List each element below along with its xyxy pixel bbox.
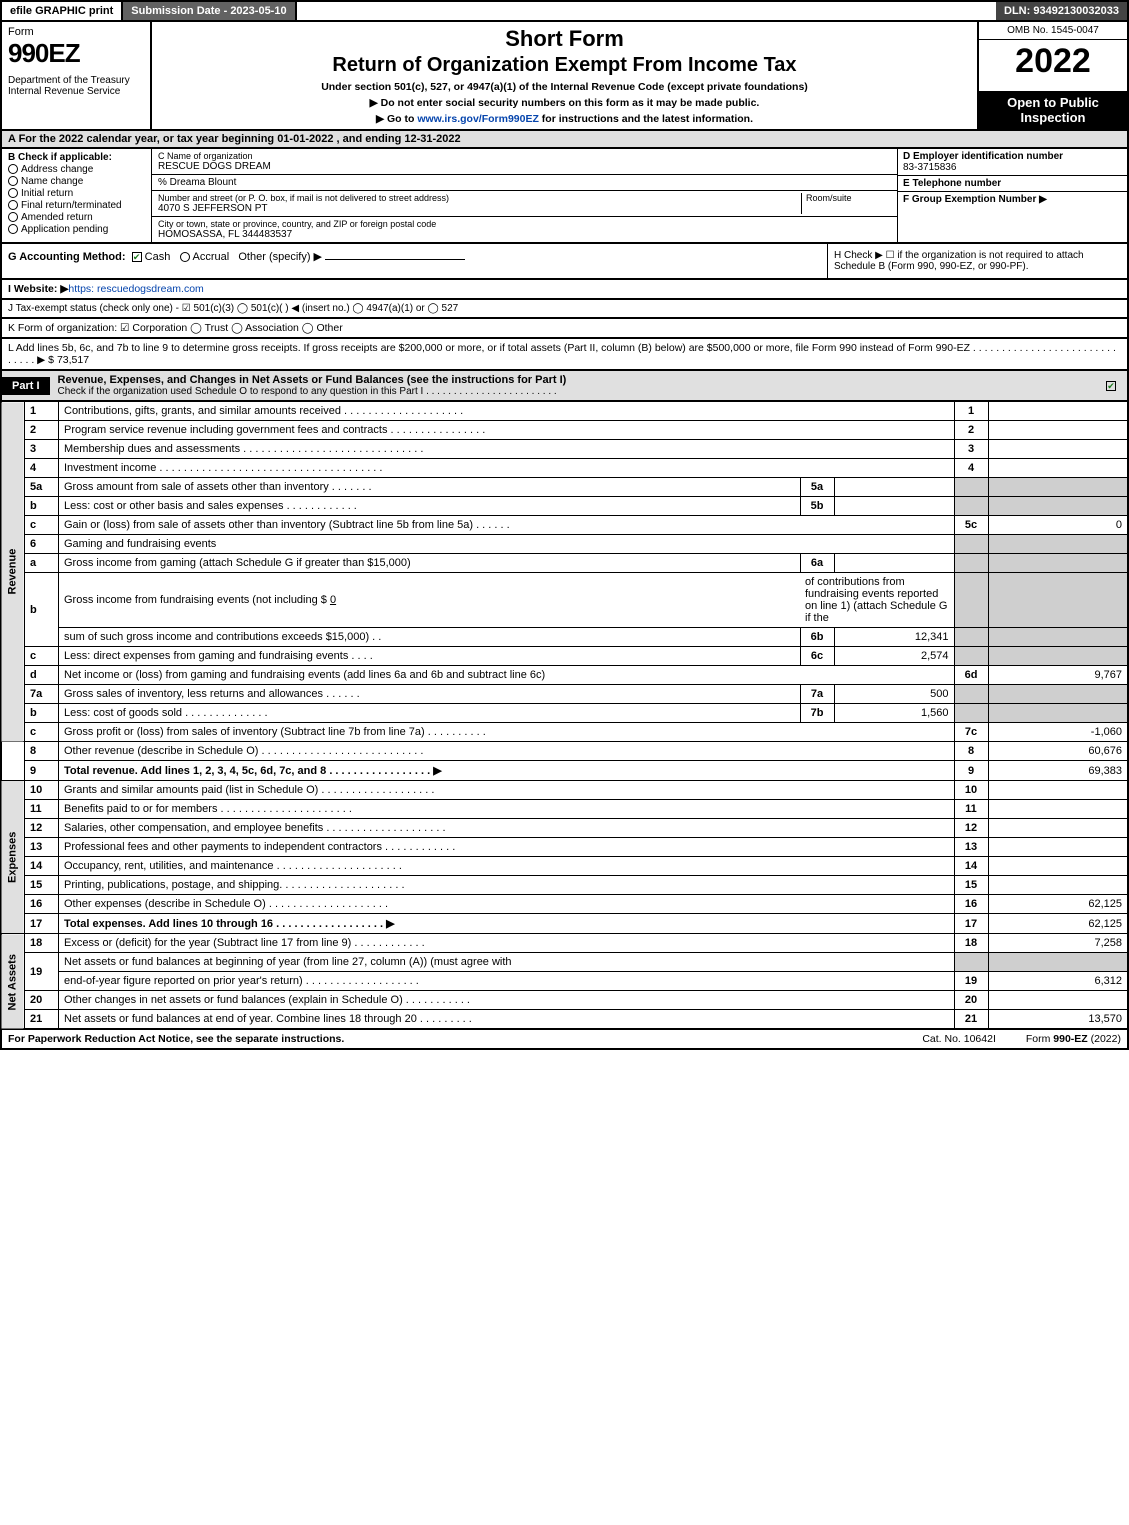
street-label: Number and street (or P. O. box, if mail… [158, 193, 801, 203]
street-address: 4070 S JEFFERSON PT [158, 203, 801, 214]
row-j-tax-exempt: J Tax-exempt status (check only one) - ☑… [0, 300, 1129, 319]
h-schedule-b: H Check ▶ ☐ if the organization is not r… [827, 244, 1127, 278]
footer-notice: For Paperwork Reduction Act Notice, see … [8, 1033, 892, 1045]
line-1-ln: 1 [954, 402, 988, 421]
b-address-change[interactable]: Address change [8, 164, 145, 175]
gross-receipts-amount: 73,517 [57, 354, 89, 366]
line-19-amt: 6,312 [988, 972, 1128, 991]
line-7a-val: 500 [834, 685, 954, 704]
sub3-post: for instructions and the latest informat… [539, 113, 753, 125]
page-footer: For Paperwork Reduction Act Notice, see … [0, 1030, 1129, 1050]
line-7c-amt: -1,060 [988, 723, 1128, 742]
city-state-zip: HOMOSASSA, FL 344483537 [158, 229, 891, 240]
line-6c-val: 2,574 [834, 647, 954, 666]
form-word: Form [8, 26, 144, 38]
b-name-change[interactable]: Name change [8, 176, 145, 187]
lines-table: Revenue 1 Contributions, gifts, grants, … [0, 402, 1129, 1030]
submission-date: Submission Date - 2023-05-10 [123, 2, 296, 20]
footer-form: Form 990-EZ (2022) [1026, 1033, 1121, 1045]
c-label: C Name of organization [158, 151, 891, 161]
tax-year: 2022 [979, 40, 1127, 83]
efile-label: efile GRAPHIC print [2, 2, 123, 20]
e-label: E Telephone number [903, 178, 1122, 189]
block-b-to-f: B Check if applicable: Address change Na… [0, 149, 1129, 244]
line-5c-amt: 0 [988, 516, 1128, 535]
subtitle-2: ▶ Do not enter social security numbers o… [162, 97, 967, 109]
b-final-return[interactable]: Final return/terminated [8, 200, 145, 211]
section-b: B Check if applicable: Address change Na… [2, 149, 152, 242]
line-8-amt: 60,676 [988, 742, 1128, 761]
g-accounting-method: G Accounting Method: Cash Accrual Other … [2, 244, 827, 278]
org-name: RESCUE DOGS DREAM [158, 161, 891, 172]
ein: 83-3715836 [903, 162, 1122, 173]
line-16-amt: 62,125 [988, 895, 1128, 914]
row-i-website: I Website: ▶https: rescuedogsdream.com [0, 280, 1129, 300]
header-left: Form 990EZ Department of the Treasury In… [2, 22, 152, 129]
header-center: Short Form Return of Organization Exempt… [152, 22, 977, 129]
line-1-num: 1 [25, 402, 59, 421]
b-initial-return[interactable]: Initial return [8, 188, 145, 199]
b-header: B Check if applicable: [8, 152, 145, 163]
line-17-amt: 62,125 [988, 914, 1128, 934]
sub3-pre: ▶ Go to [376, 113, 417, 125]
net-assets-label: Net Assets [1, 934, 25, 1030]
line-1-amt [988, 402, 1128, 421]
line-21-amt: 13,570 [988, 1010, 1128, 1030]
line-6d-amt: 9,767 [988, 666, 1128, 685]
header-right: OMB No. 1545-0047 2022 Open to Public In… [977, 22, 1127, 129]
part-i-tab: Part I [2, 377, 50, 395]
omb-number: OMB No. 1545-0047 [979, 22, 1127, 40]
line-6b-val: 12,341 [834, 628, 954, 647]
irs-link[interactable]: www.irs.gov/Form990EZ [417, 113, 539, 125]
part-i-schedule-o-check[interactable] [1106, 381, 1116, 391]
line-9-amt: 69,383 [988, 761, 1128, 781]
title-short-form: Short Form [162, 26, 967, 52]
d-label: D Employer identification number [903, 151, 1122, 162]
part-i-header: Part I Revenue, Expenses, and Changes in… [0, 371, 1129, 402]
row-l-gross-receipts: L Add lines 5b, 6c, and 7b to line 9 to … [0, 339, 1129, 371]
title-return: Return of Organization Exempt From Incom… [162, 54, 967, 77]
b-application-pending[interactable]: Application pending [8, 224, 145, 235]
form-header: Form 990EZ Department of the Treasury In… [0, 22, 1129, 131]
open-to-public: Open to Public Inspection [979, 91, 1127, 129]
row-k-org-form: K Form of organization: ☑ Corporation ◯ … [0, 319, 1129, 339]
b-amended-return[interactable]: Amended return [8, 212, 145, 223]
row-gh: G Accounting Method: Cash Accrual Other … [0, 244, 1129, 280]
dln: DLN: 93492130032033 [996, 2, 1127, 20]
line-1-desc: Contributions, gifts, grants, and simila… [59, 402, 955, 421]
section-def: D Employer identification number 83-3715… [897, 149, 1127, 242]
line-7b-val: 1,560 [834, 704, 954, 723]
room-suite-label: Room/suite [801, 193, 891, 214]
footer-catno: Cat. No. 10642I [922, 1033, 996, 1045]
expenses-label: Expenses [1, 781, 25, 934]
line-18-amt: 7,258 [988, 934, 1128, 953]
city-label: City or town, state or province, country… [158, 219, 891, 229]
section-c: C Name of organization RESCUE DOGS DREAM… [152, 149, 897, 242]
department: Department of the Treasury Internal Reve… [8, 75, 144, 97]
f-label: F Group Exemption Number ▶ [903, 194, 1122, 205]
row-a-tax-year: A For the 2022 calendar year, or tax yea… [0, 131, 1129, 149]
g-accrual-radio[interactable] [180, 252, 190, 262]
revenue-label: Revenue [1, 402, 25, 742]
website-link[interactable]: https: rescuedogsdream.com [68, 283, 203, 295]
subtitle-1: Under section 501(c), 527, or 4947(a)(1)… [162, 81, 967, 93]
care-of: % Dreama Blount [152, 175, 897, 191]
form-number: 990EZ [8, 38, 144, 69]
part-i-title: Revenue, Expenses, and Changes in Net As… [58, 371, 1106, 400]
subtitle-3: ▶ Go to www.irs.gov/Form990EZ for instru… [162, 113, 967, 125]
g-cash-check[interactable] [132, 252, 142, 262]
topbar: efile GRAPHIC print Submission Date - 20… [0, 0, 1129, 22]
